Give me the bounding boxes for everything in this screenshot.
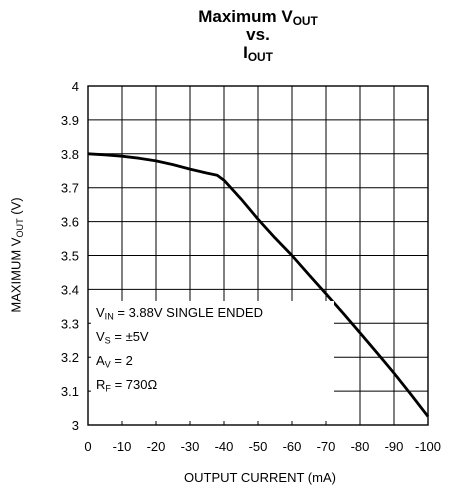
y-tick-label: 3.5 — [61, 249, 79, 264]
series-line — [87, 152, 430, 418]
x-axis-label: OUTPUT CURRENT (mA) — [184, 470, 336, 485]
x-tick-label: -50 — [249, 439, 268, 454]
tick-labels: 0 -10 -20 -30 -40 -50 -60 -70 -80 -90 -100 3 3.1 3.2 3… — [61, 79, 441, 454]
annotation-av: AV = 2 — [96, 353, 133, 370]
x-tick-label: -90 — [385, 439, 404, 454]
plot-frame — [87, 85, 429, 426]
annotation-vin: VIN = 3.88V SINGLE ENDED — [96, 305, 263, 322]
y-tick-label: 3.2 — [61, 350, 79, 365]
y-tick-label: 3.8 — [61, 147, 79, 162]
y-tick-label: 3.1 — [61, 384, 79, 399]
chart-title-line1: Maximum VOUT — [198, 7, 318, 28]
x-tick-label: -30 — [181, 439, 200, 454]
y-tick-label: 3.7 — [61, 181, 79, 196]
y-tick-label: 3.4 — [61, 282, 79, 297]
x-tick-label: -60 — [283, 439, 302, 454]
annotation-vs: VS = ±5V — [96, 329, 149, 346]
y-tick-label: 3.6 — [61, 215, 79, 230]
x-tick-label: -10 — [113, 439, 132, 454]
y-tick-label: 3.9 — [61, 113, 79, 128]
annotation-rf: RF = 730Ω — [96, 377, 158, 394]
x-tick-label: -80 — [351, 439, 370, 454]
chart-title-line3: IOUT — [243, 43, 273, 64]
x-tick-label: -100 — [415, 439, 441, 454]
y-tick-label: 3.3 — [61, 316, 79, 331]
y-axis-label: MAXIMUM VOUT (V) — [8, 197, 25, 313]
x-tick-label: 0 — [84, 439, 91, 454]
y-tick-label: 4 — [72, 79, 79, 94]
x-tick-label: -20 — [147, 439, 166, 454]
x-tick-label: -40 — [215, 439, 234, 454]
x-tick-label: -70 — [317, 439, 336, 454]
chart-title-line2: vs. — [246, 25, 270, 44]
annotation-box: VIN = 3.88V SINGLE ENDED VS = ±5V AV = 2… — [91, 301, 334, 421]
y-tick-label: 3 — [72, 418, 79, 433]
